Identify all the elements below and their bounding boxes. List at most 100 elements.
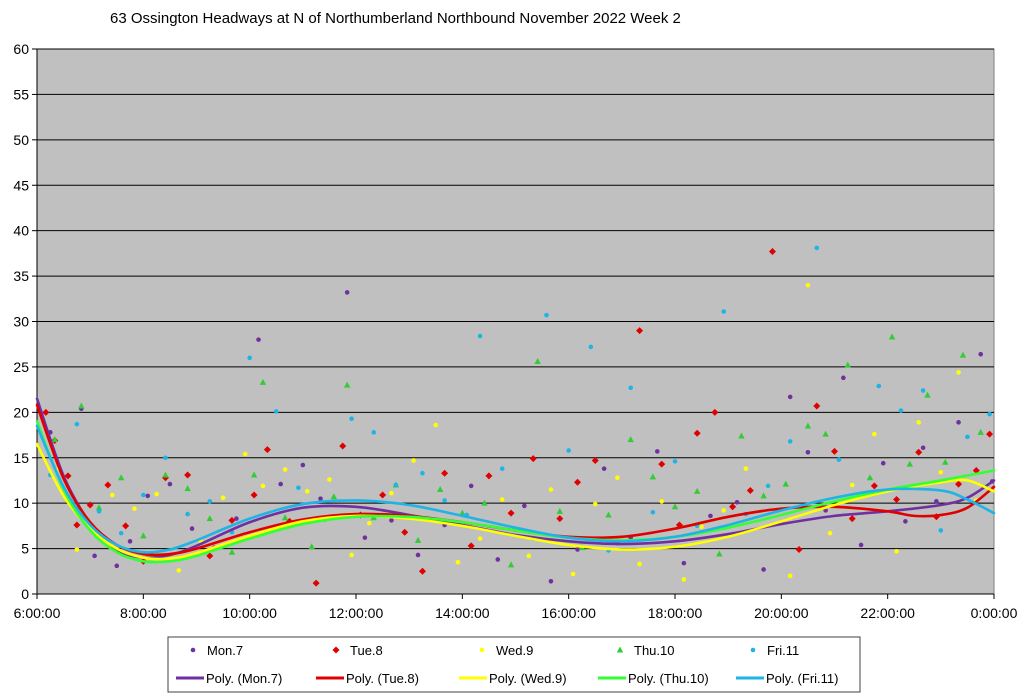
point-tue-8 (556, 515, 564, 523)
point-tue-8 (813, 402, 821, 410)
point-thu-10 (78, 402, 85, 409)
legend-marker-mon-7 (190, 647, 196, 653)
point-tue-8 (86, 501, 94, 509)
point-fri-11 (420, 470, 425, 476)
point-tue-8 (658, 460, 666, 468)
point-tue-8 (312, 579, 320, 587)
y-tick-label: 55 (13, 86, 29, 102)
point-wed-9 (872, 431, 877, 437)
point-fri-11 (442, 498, 447, 503)
point-mon-7 (823, 508, 828, 513)
point-tue-8 (250, 491, 258, 499)
y-axis: 0 5 10 15 20 25 30 35 40 45 50 55 60 (13, 41, 38, 602)
point-thu-10 (250, 471, 258, 478)
point-thu-10 (281, 514, 289, 521)
point-thu-10 (184, 485, 191, 492)
y-tick-label: 5 (21, 541, 29, 557)
trendline-poly-fri-11 (35, 424, 996, 554)
point-tue-8 (870, 482, 878, 490)
point-tue-8 (206, 552, 214, 560)
y-tick-label: 15 (13, 450, 29, 466)
point-mon-7 (956, 420, 961, 425)
point-fri-11 (628, 385, 633, 391)
legend-box (167, 636, 861, 693)
point-tue-8 (228, 516, 236, 524)
point-thu-10 (760, 492, 767, 499)
point-thu-10 (556, 507, 564, 514)
point-thu-10 (481, 499, 488, 506)
point-mon-7 (903, 519, 908, 524)
legend-label: Fri.11 (767, 643, 799, 658)
point-fri-11 (876, 383, 882, 389)
point-wed-9 (389, 490, 394, 496)
point-mon-7 (787, 394, 793, 400)
point-mon-7 (167, 481, 173, 487)
y-tick-label: 25 (13, 359, 29, 375)
point-thu-10 (959, 351, 967, 358)
point-mon-7 (575, 547, 580, 552)
legend-marker-fri-11 (750, 647, 756, 653)
legend-label: Wed.9 (496, 643, 533, 658)
point-tue-8 (104, 481, 112, 489)
point-wed-9 (433, 422, 439, 428)
point-tue-8 (507, 509, 515, 517)
point-mon-7 (495, 557, 501, 562)
point-mon-7 (880, 460, 886, 466)
point-tue-8 (591, 456, 599, 464)
point-fri-11 (371, 430, 377, 435)
point-tue-8 (42, 408, 50, 416)
point-tue-8 (955, 480, 963, 488)
point-fri-11 (163, 455, 168, 461)
y-tick-label: 40 (13, 223, 29, 239)
point-fri-11 (566, 448, 571, 453)
point-fri-11 (836, 457, 842, 462)
legend-marker-thu-10 (616, 646, 624, 653)
point-mon-7 (654, 449, 660, 454)
point-thu-10 (605, 511, 612, 518)
point-wed-9 (743, 466, 749, 471)
point-tue-8 (73, 521, 81, 529)
point-fri-11 (787, 439, 793, 444)
point-wed-9 (681, 577, 687, 582)
point-fri-11 (765, 483, 771, 489)
y-tick-label: 0 (21, 586, 29, 602)
point-mon-7 (92, 553, 97, 559)
point-fri-11 (920, 388, 926, 393)
point-mon-7 (389, 518, 394, 523)
x-axis: 6:00:00 8:00:00 10:00:00 12:00:00 14:00:00 16… (14, 593, 1018, 621)
point-fri-11 (898, 408, 904, 413)
point-thu-10 (738, 432, 745, 439)
point-fri-11 (588, 344, 594, 350)
chart-title: 63 Ossington Headways at N of Northumber… (110, 10, 681, 27)
point-wed-9 (827, 530, 833, 536)
point-thu-10 (95, 504, 103, 511)
point-wed-9 (154, 491, 159, 497)
point-fri-11 (672, 459, 678, 464)
point-mon-7 (127, 539, 133, 544)
point-tue-8 (636, 327, 644, 335)
x-tick-label: 10:00:00 (222, 605, 277, 621)
legend-marker-tue-8 (332, 646, 340, 654)
point-wed-9 (366, 520, 372, 526)
point-fri-11 (477, 333, 483, 339)
point-tue-8 (795, 545, 803, 553)
point-mon-7 (234, 516, 239, 521)
point-thu-10 (716, 550, 723, 557)
point-tue-8 (263, 446, 271, 454)
legend-label: Tue.8 (350, 643, 383, 658)
point-thu-10 (942, 458, 949, 465)
legend-label: Poly. (Mon.7) (206, 671, 282, 686)
point-tue-8 (848, 515, 856, 523)
point-thu-10 (414, 536, 422, 543)
point-tue-8 (729, 503, 737, 511)
point-mon-7 (114, 563, 120, 569)
point-mon-7 (734, 499, 740, 505)
point-thu-10 (866, 474, 874, 481)
point-mon-7 (858, 542, 864, 548)
y-tick-label: 45 (13, 177, 29, 193)
point-wed-9 (110, 492, 115, 498)
point-mon-7 (362, 535, 368, 540)
point-wed-9 (499, 497, 505, 502)
point-tue-8 (467, 542, 475, 550)
